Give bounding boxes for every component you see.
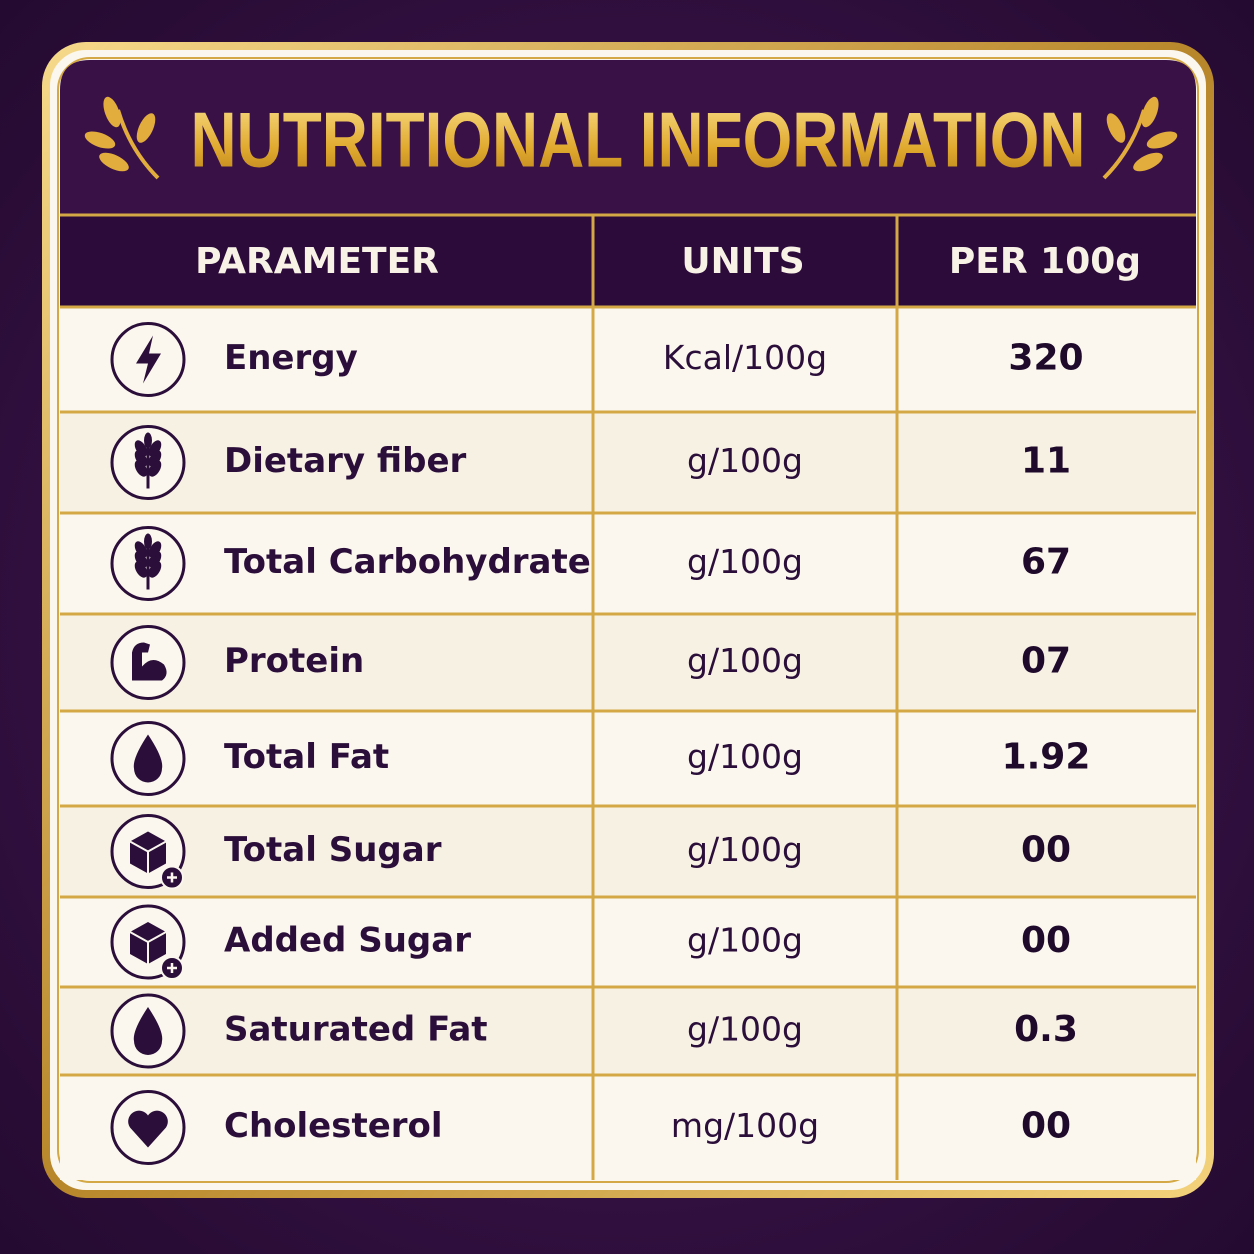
icon-cube-edge — [129, 931, 167, 964]
icon-plus — [167, 872, 177, 883]
card-inner-frame — [57, 57, 1199, 1183]
icon-grain — [144, 533, 152, 550]
row-icon — [110, 526, 186, 601]
value: 67 — [1021, 542, 1071, 583]
value: 1.92 — [1002, 737, 1091, 778]
parameter-name: Saturated Fat — [224, 1010, 488, 1050]
row-background — [60, 513, 1196, 614]
icon-grain — [134, 561, 148, 578]
laurel-left — [84, 96, 160, 180]
table-body: Energy Kcal/100g 320 Dietary fiber g/100g 11 T… — [60, 307, 1196, 1180]
unit: g/100g — [687, 830, 803, 869]
parameter-name: Dietary fiber — [224, 441, 466, 481]
row-icon — [110, 904, 186, 980]
column-header: PER 100g — [949, 241, 1141, 282]
icon-grain — [134, 460, 148, 477]
parameter-name: Protein — [224, 641, 364, 681]
icon-plus — [167, 963, 177, 973]
row-background — [60, 711, 1196, 806]
value: 00 — [1021, 1106, 1071, 1147]
column-header: UNITS — [681, 241, 804, 282]
unit: g/100g — [687, 1010, 803, 1049]
grid — [60, 213, 1196, 1180]
parameter-name: Total Sugar — [224, 830, 442, 870]
row-icon — [110, 721, 186, 796]
value: 0.3 — [1014, 1009, 1078, 1050]
row-icon — [110, 625, 186, 700]
row-icon — [110, 425, 186, 500]
row-icon — [110, 1090, 186, 1165]
title-band — [60, 60, 1196, 215]
unit: g/100g — [687, 921, 803, 960]
title: NUTRITIONAL INFORMATION — [191, 96, 1086, 184]
laurel-right — [1102, 96, 1178, 180]
parameter-name: Added Sugar — [224, 921, 471, 961]
row-background — [60, 987, 1196, 1075]
value: 07 — [1021, 641, 1071, 682]
unit: Kcal/100g — [663, 338, 827, 377]
icon-grain — [148, 460, 162, 477]
row-background — [60, 897, 1196, 987]
unit: g/100g — [687, 441, 803, 480]
unit: g/100g — [687, 737, 803, 776]
row-icon — [110, 993, 186, 1069]
value: 320 — [1008, 338, 1083, 379]
icon-arm — [132, 642, 167, 681]
unit: mg/100g — [671, 1106, 819, 1145]
parameter-name: Total Fat — [224, 737, 389, 777]
column-header: PARAMETER — [195, 241, 439, 282]
row-icon — [110, 814, 186, 890]
icon-grain — [148, 561, 162, 578]
value: 11 — [1021, 441, 1071, 482]
parameter-name: Cholesterol — [224, 1106, 443, 1146]
row-background — [60, 806, 1196, 897]
column-header-band — [60, 215, 1196, 307]
parameter-name: Total Carbohydrate — [224, 542, 591, 582]
icon-bolt — [136, 335, 161, 384]
row-background — [60, 412, 1196, 513]
parameter-name: Energy — [224, 338, 358, 378]
icon-heart — [128, 1110, 168, 1148]
icon-drop — [133, 734, 163, 783]
value: 00 — [1021, 920, 1071, 961]
row-background — [60, 614, 1196, 711]
value: 00 — [1021, 830, 1071, 871]
icon-grain — [144, 432, 152, 449]
icon-drop — [133, 1007, 163, 1055]
icon-cube-edge — [129, 840, 167, 874]
row-icon — [110, 322, 186, 397]
unit: g/100g — [687, 542, 803, 581]
row-background — [60, 1075, 1196, 1180]
row-background — [60, 307, 1196, 412]
unit: g/100g — [687, 641, 803, 680]
